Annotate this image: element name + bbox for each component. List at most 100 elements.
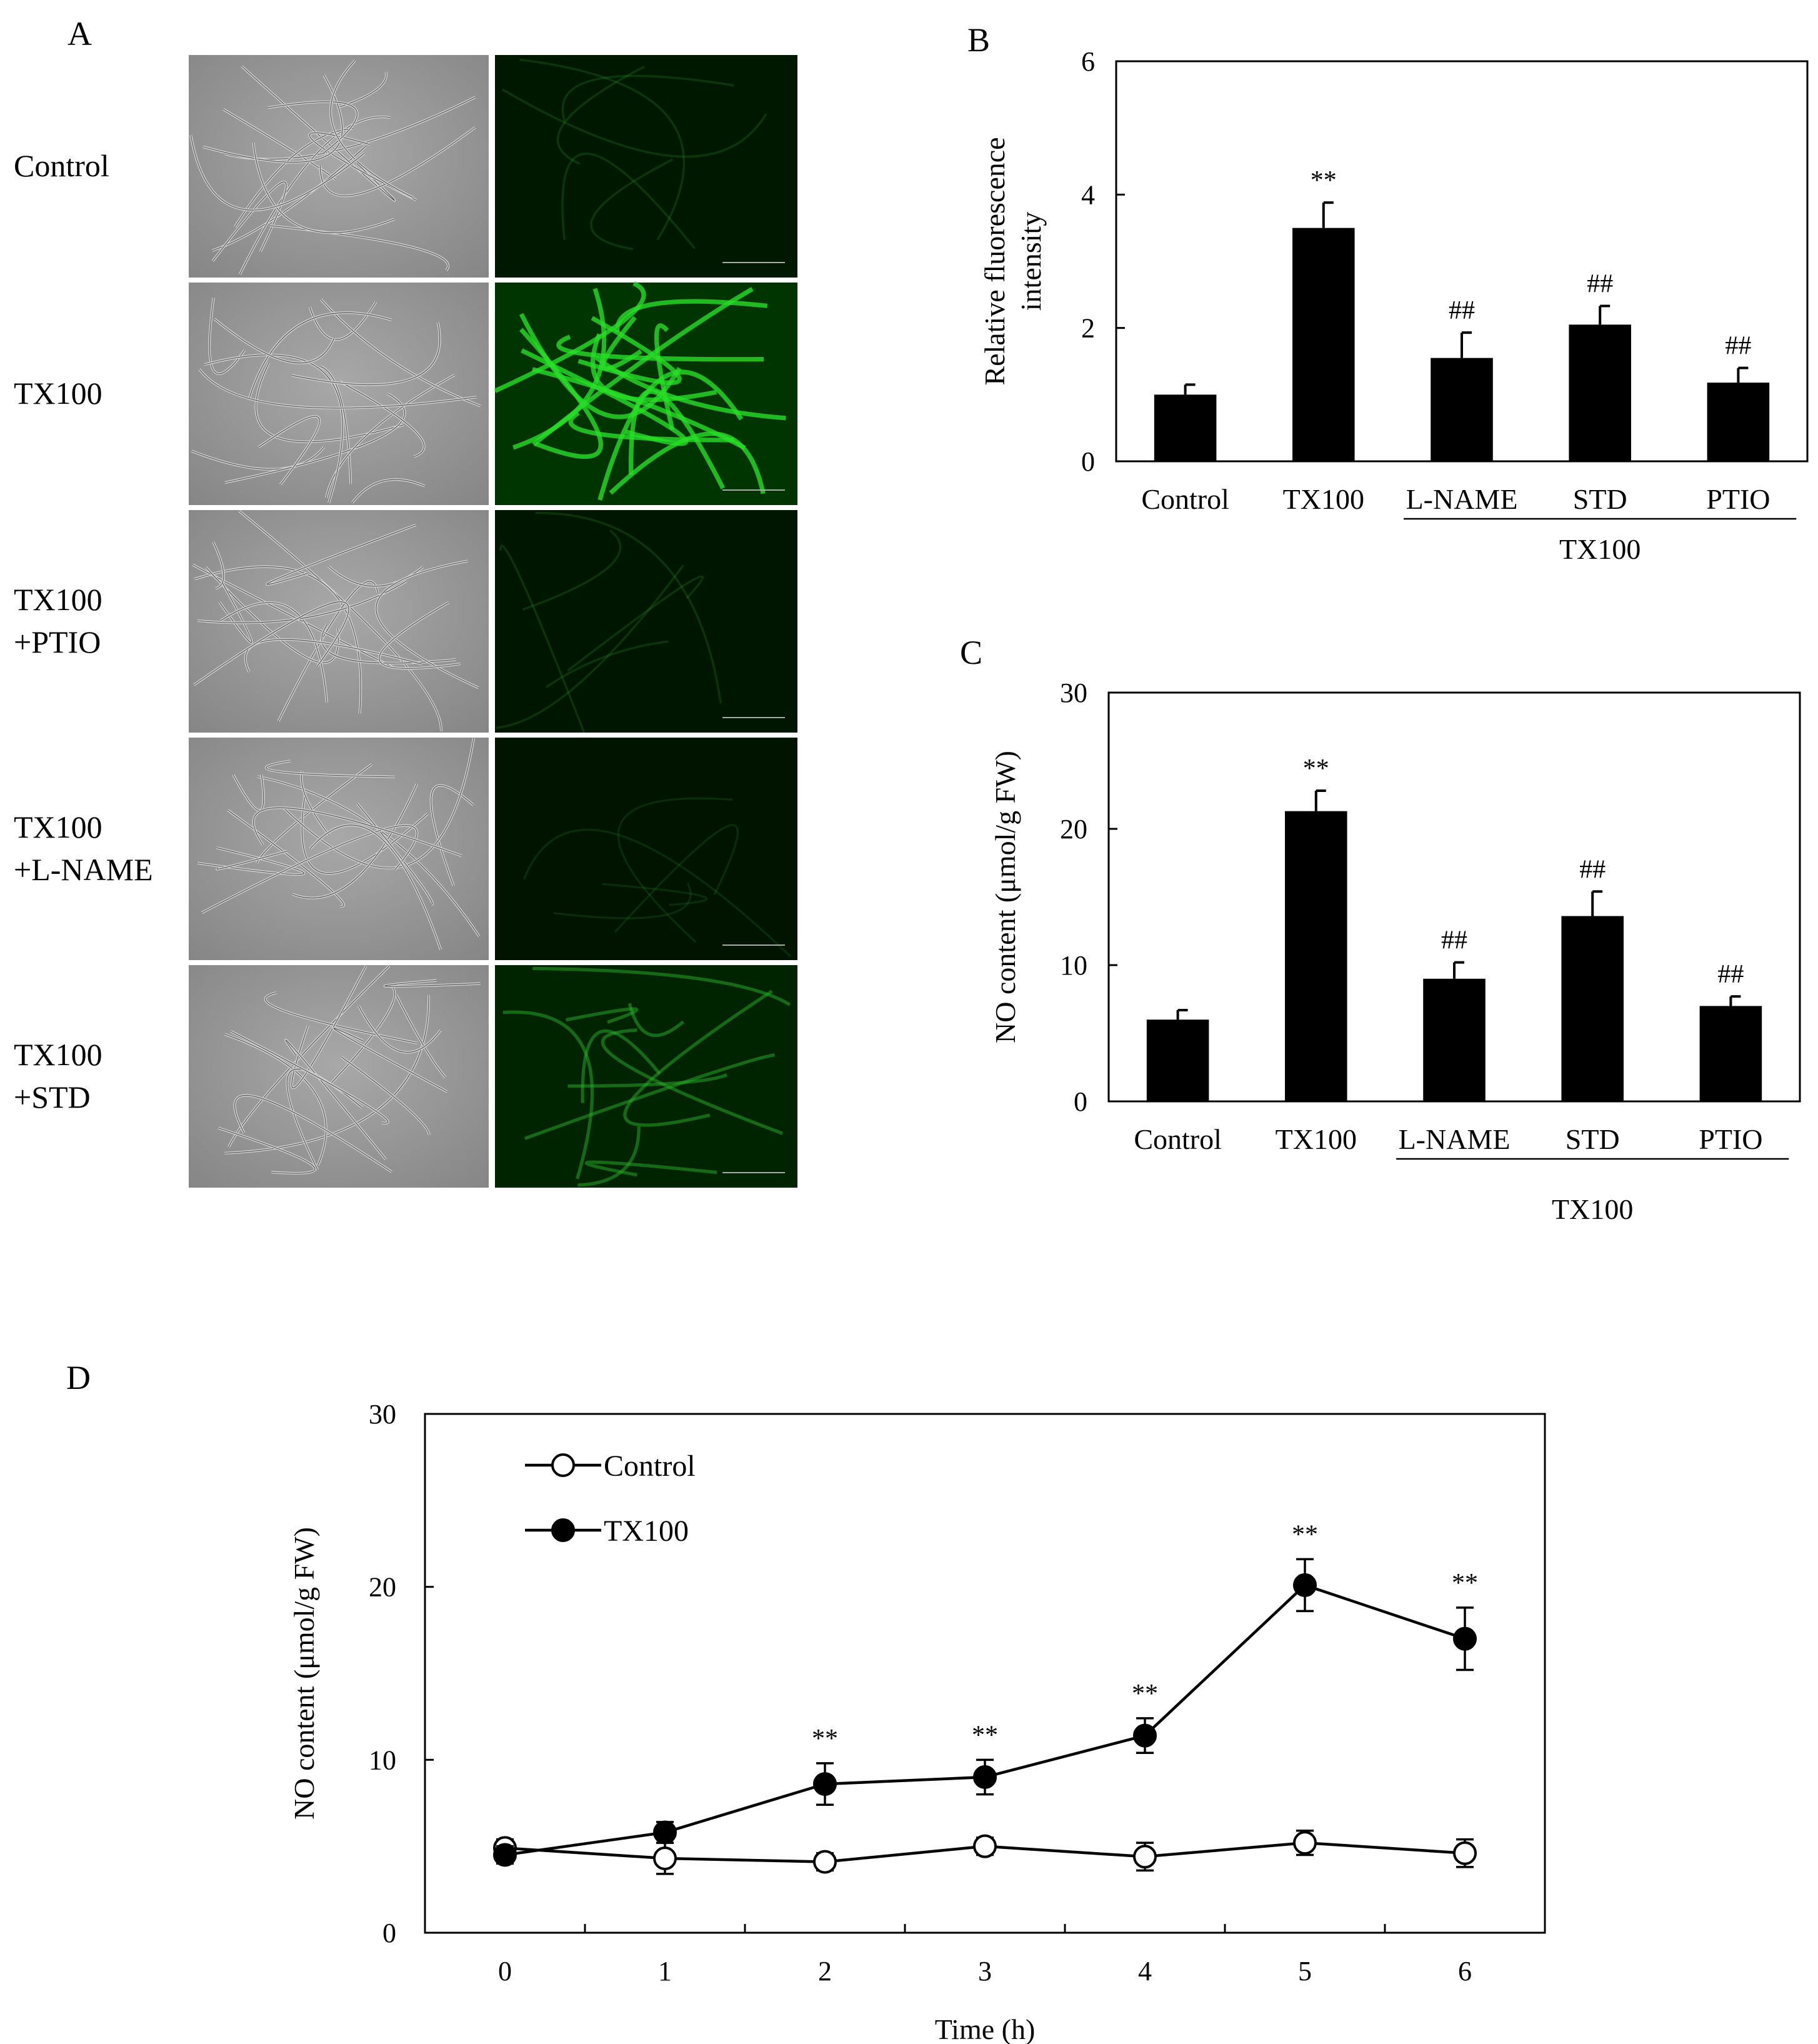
hypha-edge bbox=[194, 566, 361, 714]
hypha-edge bbox=[199, 369, 477, 409]
x-axis-label: Time (h) bbox=[935, 2013, 1036, 2044]
fluorescent-hypha bbox=[581, 1029, 661, 1103]
significance-label: ** bbox=[1132, 1680, 1158, 1708]
fluorescent-hypha bbox=[614, 824, 739, 933]
data-point bbox=[973, 1834, 997, 1858]
hypha-edge bbox=[384, 979, 481, 987]
micrograph-row: TX100 +PTIO bbox=[14, 509, 797, 733]
data-point bbox=[1133, 1723, 1157, 1748]
group-label: TX100 bbox=[1559, 533, 1641, 565]
significance-label: ** bbox=[1311, 166, 1337, 195]
fluorescent-hypha bbox=[623, 989, 773, 1127]
hypha-edge bbox=[329, 986, 396, 1085]
hypha-edge bbox=[212, 541, 224, 589]
row-label: Control bbox=[14, 148, 109, 183]
fluorescent-hypha bbox=[546, 640, 669, 688]
x-tick-label: STD bbox=[1566, 1123, 1620, 1155]
hypha-edge bbox=[212, 181, 287, 262]
y-axis-label: NO content (μmol/g FW) bbox=[989, 751, 1021, 1043]
y-tick-label: 30 bbox=[1060, 678, 1087, 708]
panel-d-letter: D bbox=[66, 1359, 91, 1396]
hypha-edge bbox=[341, 1056, 430, 1135]
data-point bbox=[1453, 1841, 1477, 1865]
hypha-edge bbox=[193, 601, 349, 686]
micrograph-rows: Control TX100 TX100 +PTIO TX100 +L-NAME TX100 +… bbox=[14, 55, 797, 1188]
y-tick-label: 0 bbox=[382, 1918, 396, 1948]
x-tick-label: STD bbox=[1573, 483, 1627, 515]
micrograph-row: TX100 +STD bbox=[14, 964, 797, 1188]
hypha-edge bbox=[352, 479, 426, 503]
x-tick-label: 0 bbox=[498, 1956, 512, 1986]
x-tick-label: Control bbox=[1141, 483, 1229, 515]
y-tick-label: 20 bbox=[1060, 814, 1087, 844]
fluorescent-hypha bbox=[597, 369, 744, 501]
brightfield-image bbox=[189, 55, 489, 278]
panel-b-letter: B bbox=[967, 21, 990, 59]
x-tick-label: 4 bbox=[1138, 1956, 1152, 1986]
panel-a: A ControlTX100TX100+PTIOTX100+L-NAMETX10… bbox=[14, 15, 797, 1188]
fluorescent-hypha bbox=[561, 153, 696, 249]
data-point bbox=[493, 1843, 517, 1867]
fluorescent-hypha bbox=[584, 1160, 717, 1177]
hypha-edge bbox=[216, 851, 287, 870]
fluorescence-image bbox=[495, 738, 797, 960]
hypha-edge bbox=[431, 785, 474, 886]
chart-d: 0 10 20 30 0 1 2 3 4 5 6 Time (h) NO content (μmol/g… bbox=[288, 1399, 1546, 2044]
y-axis-label: Relative fluorescence bbox=[979, 137, 1011, 385]
legend-entry: Control bbox=[525, 1450, 696, 1483]
hypha-edge bbox=[238, 510, 442, 732]
hypha-edge bbox=[301, 770, 330, 836]
fluorescent-hypha bbox=[499, 544, 586, 733]
micrograph-row: TX100 +L-NAME bbox=[14, 738, 797, 960]
row-label: TX100 bbox=[14, 582, 102, 617]
hypha-edge bbox=[191, 446, 325, 470]
hypha-edge bbox=[219, 583, 252, 643]
bar bbox=[1707, 383, 1770, 461]
fluorescent-hypha bbox=[556, 334, 764, 362]
y-axis-label: intensity bbox=[1015, 212, 1047, 311]
fluorescent-hypha bbox=[532, 367, 746, 450]
hypha-edge bbox=[245, 639, 423, 673]
hypha-edge bbox=[205, 567, 339, 663]
fluorescent-hypha bbox=[590, 158, 674, 251]
bar bbox=[1285, 811, 1347, 1101]
micrograph-row: Control bbox=[14, 55, 797, 278]
row-label: +PTIO bbox=[14, 624, 101, 659]
bar bbox=[1431, 358, 1493, 461]
bar bbox=[1292, 228, 1355, 461]
row-label: TX100 bbox=[14, 376, 102, 411]
hypha-edge bbox=[265, 992, 418, 1044]
hypha-edge bbox=[214, 318, 335, 364]
data-point bbox=[1133, 1845, 1157, 1869]
hypha-edge bbox=[309, 824, 441, 950]
x-tick-label: 2 bbox=[818, 1956, 832, 1986]
hypha-edge bbox=[252, 143, 395, 233]
data-point bbox=[1293, 1573, 1317, 1597]
x-tick-label: L-NAME bbox=[1406, 483, 1518, 515]
hypha-edge bbox=[190, 134, 365, 211]
significance-label: ** bbox=[1452, 1569, 1478, 1598]
x-tick-label: 6 bbox=[1458, 1956, 1472, 1986]
data-point bbox=[1453, 1626, 1477, 1651]
fluorescent-hypha bbox=[627, 1003, 684, 1038]
significance-label: ** bbox=[1303, 754, 1329, 783]
significance-label: ## bbox=[1449, 296, 1475, 325]
hypha-edge bbox=[283, 738, 474, 869]
fluorescent-hypha bbox=[524, 1053, 775, 1140]
legend-marker bbox=[551, 1518, 575, 1542]
group-label: TX100 bbox=[1552, 1193, 1633, 1225]
x-tick-label: PTIO bbox=[1699, 1123, 1762, 1155]
fluorescent-hypha bbox=[532, 287, 754, 447]
hypha-edge bbox=[320, 366, 351, 484]
series-line bbox=[504, 1583, 1466, 1856]
hypha-edge bbox=[209, 298, 245, 374]
x-tick-label: Control bbox=[1134, 1123, 1222, 1155]
data-point bbox=[813, 1772, 837, 1796]
hypha-edge bbox=[224, 1034, 327, 1166]
fluorescent-hypha bbox=[522, 529, 622, 611]
x-tick-label: 3 bbox=[978, 1956, 992, 1986]
hypha-edge bbox=[266, 760, 395, 778]
hypha-edge bbox=[358, 1005, 441, 1053]
hypha-edge bbox=[234, 128, 353, 228]
